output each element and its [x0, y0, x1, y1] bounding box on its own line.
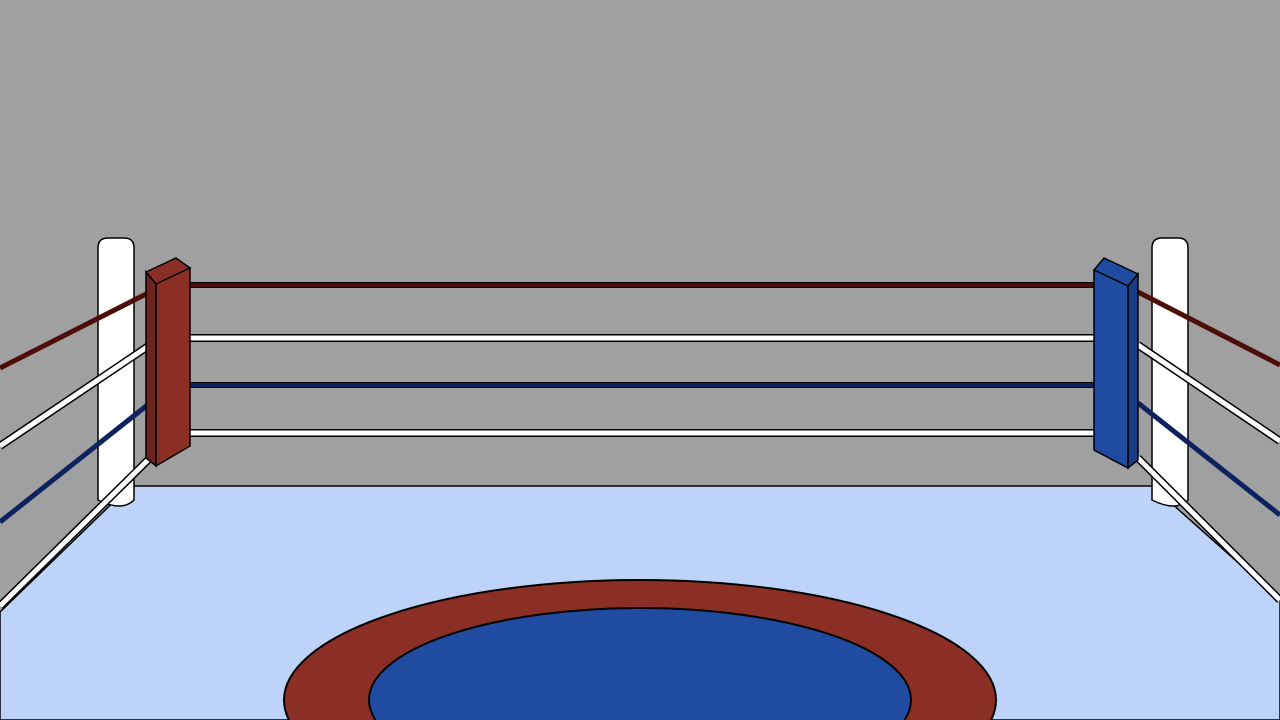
right-side-ropes [1135, 289, 1280, 603]
center-ring-inner [368, 607, 912, 720]
rope-white-right-1 [1136, 342, 1280, 444]
left-side-ropes [0, 289, 153, 609]
rope-white-left-2 [0, 456, 152, 608]
back-ropes [190, 282, 1096, 437]
rope-white-left-1 [0, 342, 152, 449]
rope-blue-left [0, 401, 152, 524]
rope-top-right [1136, 289, 1280, 368]
rope-white-right-2 [1136, 456, 1280, 602]
center-ring-logo [283, 579, 997, 720]
blue-corner-pad [1092, 257, 1140, 470]
red-corner-pad [144, 257, 192, 468]
rope-blue-right [1136, 401, 1280, 517]
rope-top-left [0, 289, 152, 371]
